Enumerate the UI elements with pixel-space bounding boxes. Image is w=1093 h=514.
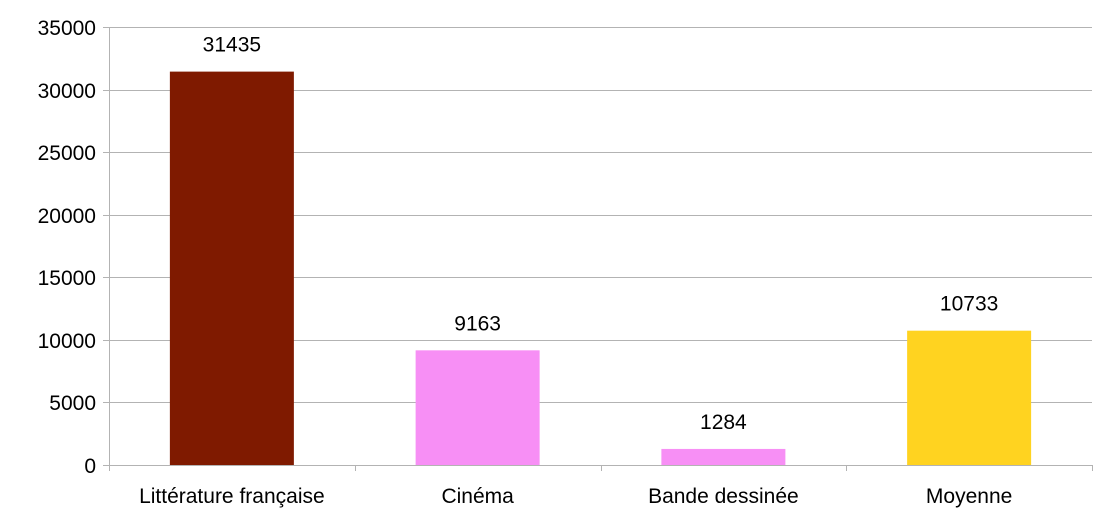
bar — [661, 448, 786, 465]
labels: 0 5000 10000 15000 20000 25000 30000 35000 31435… — [38, 17, 1013, 508]
bar — [907, 330, 1032, 465]
x-category-label: Littérature française — [139, 485, 325, 508]
data-label: 1284 — [700, 411, 747, 434]
data-label: 10733 — [940, 293, 998, 316]
axes — [103, 27, 1093, 471]
bars — [169, 71, 1032, 465]
y-tick-label: 20000 — [38, 205, 96, 228]
data-label: 31435 — [203, 34, 261, 57]
bar — [169, 71, 294, 465]
data-label: 9163 — [454, 312, 501, 335]
x-category-label: Moyenne — [926, 485, 1012, 508]
y-tick-label: 10000 — [38, 330, 96, 353]
x-category-label: Cinéma — [441, 485, 514, 508]
y-tick-label: 30000 — [38, 80, 96, 103]
y-tick-label: 15000 — [38, 267, 96, 290]
y-tick-label: 5000 — [49, 392, 96, 415]
y-tick-label: 35000 — [38, 17, 96, 40]
bar — [415, 350, 540, 465]
y-tick-label: 25000 — [38, 142, 96, 165]
y-tick-label: 0 — [84, 455, 96, 478]
x-category-label: Bande dessinée — [648, 485, 799, 508]
